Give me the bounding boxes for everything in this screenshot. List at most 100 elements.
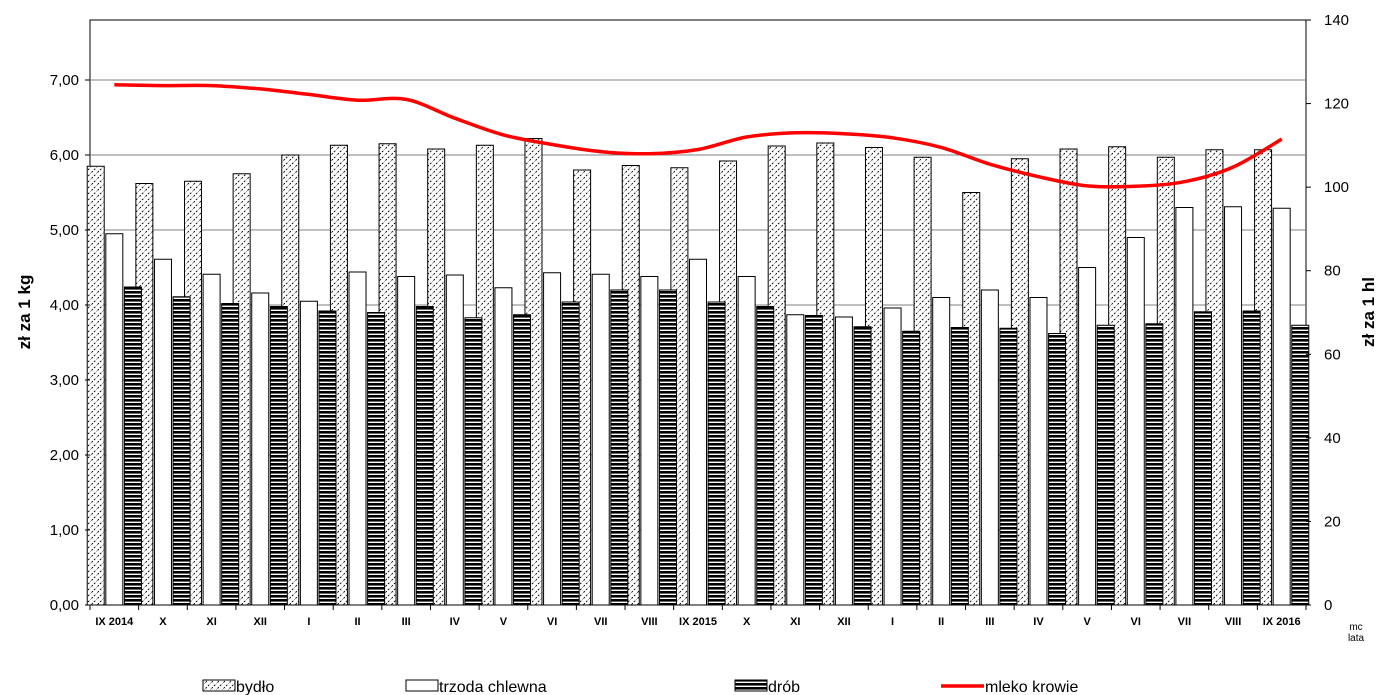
bar-horizontal-stripes: [1048, 333, 1067, 606]
y-tick-label-left: 7,00: [50, 72, 79, 89]
axes: 0,00 1,00 2,00 3,00 4,00 5,00 6,00 7,00 0 20 40 60 8…: [50, 12, 1349, 628]
x-tick-label: VI: [547, 616, 557, 628]
bar-horizontal-stripes: [999, 327, 1018, 606]
x-corner-note-mc: mc: [1349, 622, 1362, 633]
bar-white: [640, 276, 659, 606]
bar-horizontal-stripes: [1145, 323, 1164, 606]
x-tick-label: X: [159, 616, 167, 628]
x-tick-label: X: [743, 616, 751, 628]
bar-white: [348, 271, 367, 606]
bar-white: [1224, 206, 1243, 606]
bar-white: [980, 289, 999, 606]
bar-white: [591, 273, 610, 606]
y-tick-label-left: 5,00: [50, 222, 79, 239]
bar-horizontal-stripes: [221, 303, 240, 606]
y-tick-label-right: 20: [1324, 513, 1341, 530]
milk-line: [114, 83, 1283, 189]
bar-white: [737, 276, 756, 606]
bar-white: [1078, 267, 1097, 606]
x-tick-label: VIII: [641, 616, 658, 628]
y-tick-label-right: 80: [1324, 263, 1341, 280]
bar-white: [1272, 207, 1291, 606]
bar-diagonal-hatch: [86, 165, 105, 606]
y-tick-label-left: 0,00: [50, 597, 79, 614]
x-tick-label: II: [938, 616, 944, 628]
y-tick-label-left: 3,00: [50, 372, 79, 389]
bar-horizontal-stripes: [707, 301, 726, 606]
bar-white: [543, 272, 562, 606]
bar-horizontal-stripes: [318, 310, 337, 606]
bar-white: [299, 300, 318, 606]
bar-horizontal-stripes: [123, 286, 142, 606]
x-tick-label: I: [891, 616, 894, 628]
bar-white: [786, 314, 805, 606]
x-tick-label: III: [402, 616, 411, 628]
x-tick-label: XI: [206, 616, 216, 628]
legend-label: mleko krowie: [985, 679, 1078, 695]
bar-horizontal-stripes: [561, 301, 580, 606]
bar-horizontal-stripes: [1096, 324, 1115, 606]
bar-white: [834, 316, 853, 606]
y-tick-label-left: 1,00: [50, 522, 79, 539]
y-tick-label-right: 140: [1324, 12, 1349, 29]
y-tick-label-right: 60: [1324, 346, 1341, 363]
bar-horizontal-stripes: [1242, 310, 1261, 606]
bar-horizontal-stripes: [658, 289, 677, 606]
legend-swatch-diagonal-hatch: [202, 679, 236, 692]
bar-horizontal-stripes: [367, 312, 386, 606]
y-tick-label-right: 0: [1324, 597, 1332, 614]
x-tick-label: XI: [790, 616, 800, 628]
x-tick-label: VI: [1131, 616, 1141, 628]
x-tick-label: IV: [450, 616, 461, 628]
bar-horizontal-stripes: [464, 317, 483, 606]
bar-white: [397, 276, 416, 606]
bar-horizontal-stripes: [1194, 311, 1212, 606]
bar-horizontal-stripes: [610, 289, 629, 606]
x-tick-label: IX 2016: [1263, 616, 1301, 628]
legend: bydło trzoda chlewna drób mleko krowie: [202, 679, 1078, 695]
x-tick-label: V: [500, 616, 508, 628]
bar-horizontal-stripes: [172, 296, 191, 606]
bar-white: [445, 274, 464, 606]
legend-label: trzoda chlewna: [439, 679, 547, 695]
bar-horizontal-stripes: [756, 306, 775, 606]
bar-white: [932, 297, 951, 606]
bar-horizontal-stripes: [269, 306, 288, 606]
x-tick-label: I: [307, 616, 310, 628]
x-tick-label: IX 2015: [679, 616, 717, 628]
bar-horizontal-stripes: [415, 306, 434, 606]
bar-white: [1029, 297, 1048, 606]
x-tick-label: XII: [254, 616, 267, 628]
bar-white: [105, 233, 124, 606]
bar-white: [202, 273, 221, 606]
y-tick-label-right: 100: [1324, 179, 1349, 196]
y-axis-label-left: zł za 1 kg: [15, 275, 34, 350]
bar-horizontal-stripes: [950, 327, 969, 606]
bar-white: [883, 307, 902, 606]
x-tick-label: VII: [1178, 616, 1191, 628]
y-tick-label-right: 120: [1324, 96, 1349, 113]
x-tick-label: IV: [1033, 616, 1044, 628]
y-tick-label-left: 4,00: [50, 297, 79, 314]
bar-white: [689, 258, 707, 606]
x-tick-label: VIII: [1225, 616, 1242, 628]
legend-label: bydło: [236, 679, 274, 695]
x-tick-label: XII: [837, 616, 850, 628]
y-tick-label-left: 6,00: [50, 147, 79, 164]
legend-swatch-white: [405, 679, 439, 692]
legend-label: drób: [768, 679, 800, 695]
y-axis-label-right: zł za 1 hl: [1359, 277, 1378, 347]
bar-horizontal-stripes: [1291, 324, 1310, 606]
series-line-mleko-krowie: [114, 83, 1283, 189]
bar-horizontal-stripes: [853, 326, 872, 606]
y-tick-label-left: 2,00: [50, 447, 79, 464]
x-tick-label: V: [1083, 616, 1091, 628]
bars: [86, 138, 1310, 606]
x-tick-label: III: [985, 616, 994, 628]
bar-white: [153, 258, 172, 606]
bar-horizontal-stripes: [804, 315, 823, 606]
y-tick-label-right: 40: [1324, 430, 1341, 447]
bar-white: [494, 287, 513, 606]
bar-horizontal-stripes: [902, 330, 921, 606]
